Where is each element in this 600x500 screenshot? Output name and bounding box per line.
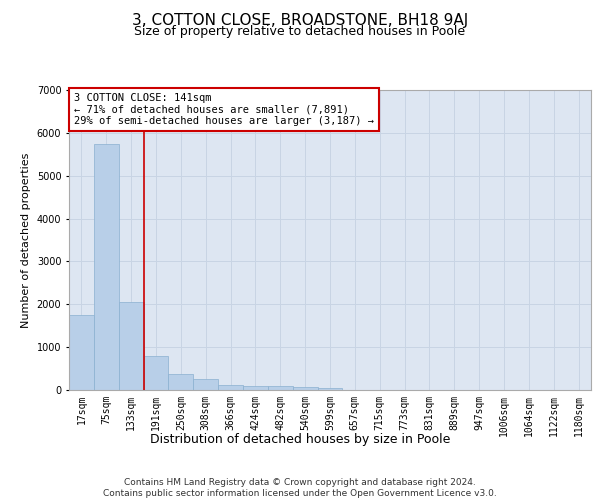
Text: 3, COTTON CLOSE, BROADSTONE, BH18 9AJ: 3, COTTON CLOSE, BROADSTONE, BH18 9AJ: [132, 12, 468, 28]
Y-axis label: Number of detached properties: Number of detached properties: [21, 152, 31, 328]
Bar: [218, 386, 243, 390]
Text: Contains HM Land Registry data © Crown copyright and database right 2024.
Contai: Contains HM Land Registry data © Crown c…: [103, 478, 497, 498]
Bar: [243, 386, 268, 390]
Bar: [169, 374, 193, 390]
Bar: [119, 302, 143, 390]
Text: Distribution of detached houses by size in Poole: Distribution of detached houses by size …: [150, 432, 450, 446]
Bar: [69, 315, 94, 390]
Bar: [143, 356, 169, 390]
Bar: [193, 380, 218, 390]
Bar: [293, 387, 317, 390]
Text: 3 COTTON CLOSE: 141sqm
← 71% of detached houses are smaller (7,891)
29% of semi-: 3 COTTON CLOSE: 141sqm ← 71% of detached…: [74, 93, 374, 126]
Text: Size of property relative to detached houses in Poole: Size of property relative to detached ho…: [134, 25, 466, 38]
Bar: [317, 388, 343, 390]
Bar: [94, 144, 119, 390]
Bar: [268, 386, 293, 390]
